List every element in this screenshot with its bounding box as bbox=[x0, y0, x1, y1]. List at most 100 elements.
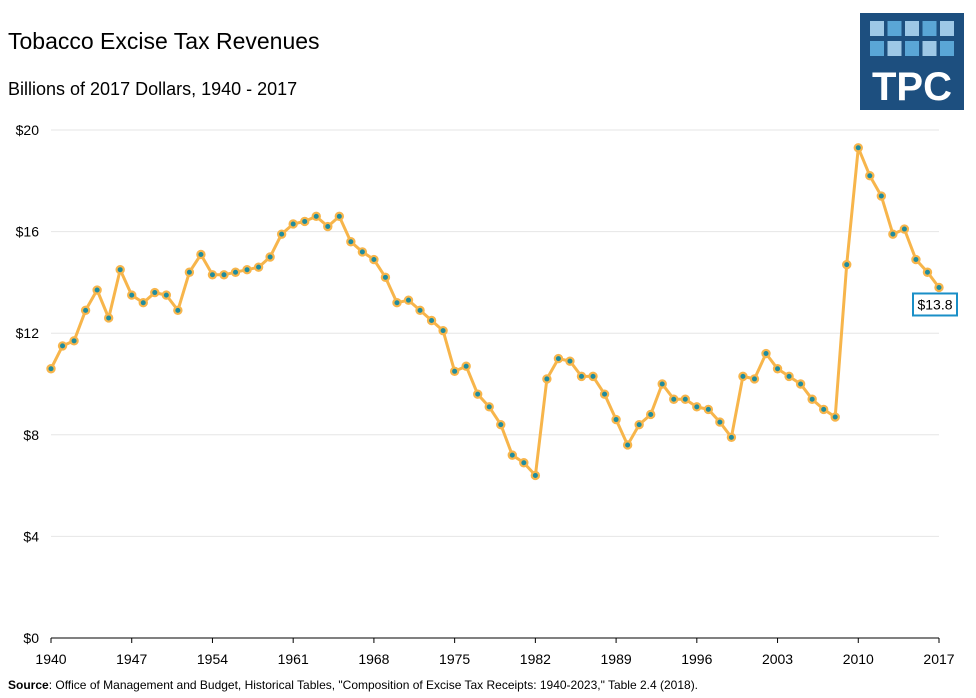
data-point bbox=[599, 389, 610, 399]
x-tick-label: 1947 bbox=[116, 651, 147, 667]
data-point bbox=[784, 371, 794, 382]
data-point bbox=[276, 229, 287, 239]
data-point bbox=[761, 348, 771, 359]
end-value-label-text: $13.8 bbox=[917, 296, 952, 312]
data-point bbox=[242, 265, 252, 275]
logo-tile bbox=[905, 41, 919, 56]
data-point bbox=[461, 361, 471, 371]
gridlines bbox=[51, 129, 939, 537]
data-point bbox=[726, 432, 737, 443]
data-point bbox=[830, 412, 840, 422]
x-tick-label: 1975 bbox=[439, 651, 470, 667]
x-tick-label: 2017 bbox=[923, 651, 954, 667]
logo-tile bbox=[887, 21, 902, 36]
data-point bbox=[934, 282, 944, 293]
data-point bbox=[288, 219, 298, 229]
y-tick-label: $8 bbox=[23, 427, 39, 443]
data-point bbox=[865, 171, 875, 181]
y-tick-label: $4 bbox=[23, 528, 39, 544]
data-point bbox=[69, 336, 79, 346]
data-point bbox=[795, 379, 806, 389]
data-point bbox=[196, 249, 206, 260]
chart-title: Tobacco Excise Tax Revenues bbox=[8, 28, 320, 54]
x-tick-label: 1940 bbox=[35, 651, 66, 667]
y-tick-label: $12 bbox=[16, 325, 40, 341]
data-point bbox=[565, 356, 575, 366]
x-tick-label: 1961 bbox=[278, 651, 309, 667]
data-point bbox=[853, 143, 863, 153]
logo-tile bbox=[870, 21, 884, 36]
data-point bbox=[772, 364, 783, 374]
data-point bbox=[622, 440, 633, 450]
data-point bbox=[496, 419, 506, 430]
data-point bbox=[92, 285, 102, 295]
data-point bbox=[346, 237, 356, 247]
logo-tile-grid bbox=[870, 21, 954, 56]
data-point bbox=[899, 224, 910, 234]
data-point bbox=[473, 389, 483, 399]
series-tobacco-revenue bbox=[46, 143, 944, 481]
logo-tile bbox=[940, 21, 954, 36]
data-point bbox=[842, 259, 852, 270]
data-point bbox=[818, 404, 829, 415]
data-point bbox=[588, 371, 598, 382]
data-point bbox=[265, 252, 275, 262]
x-tick-label: 2010 bbox=[843, 651, 874, 667]
data-point bbox=[57, 341, 68, 351]
x-axis: 1940 1947 1954 1961 1968 1975 1982 1989 1996 2003… bbox=[35, 637, 955, 667]
x-tick-label: 1954 bbox=[197, 651, 228, 667]
data-point bbox=[300, 216, 310, 227]
data-point bbox=[334, 211, 345, 222]
logo-tile bbox=[922, 21, 937, 36]
tpc-logo-graphic: TPC bbox=[870, 21, 954, 109]
chart-subtitle: Billions of 2017 Dollars, 1940 - 2017 bbox=[8, 79, 298, 99]
data-point bbox=[611, 414, 621, 425]
data-point bbox=[507, 450, 517, 460]
logo-tile bbox=[922, 41, 937, 56]
data-point bbox=[553, 353, 564, 364]
data-point bbox=[127, 290, 137, 300]
data-point bbox=[692, 402, 702, 412]
data-point bbox=[922, 267, 933, 277]
data-point bbox=[184, 267, 195, 277]
source-text: : Office of Management and Budget, Histo… bbox=[48, 678, 699, 692]
data-point bbox=[680, 394, 690, 404]
x-tick-label: 1996 bbox=[681, 651, 712, 667]
x-tick-label: 1982 bbox=[520, 651, 551, 667]
data-point bbox=[888, 229, 898, 239]
data-point bbox=[703, 404, 714, 415]
data-point bbox=[46, 364, 56, 374]
data-point bbox=[392, 298, 402, 308]
data-point bbox=[207, 270, 218, 280]
data-point bbox=[380, 272, 391, 283]
data-point bbox=[911, 254, 921, 265]
data-point bbox=[876, 191, 887, 201]
data-point bbox=[634, 419, 644, 430]
data-point bbox=[542, 374, 552, 384]
data-point bbox=[161, 290, 172, 300]
data-point bbox=[173, 305, 183, 316]
data-point bbox=[415, 305, 425, 316]
data-point bbox=[749, 374, 760, 384]
y-tick-label: $20 bbox=[16, 122, 40, 138]
y-tick-label: $0 bbox=[23, 630, 39, 646]
data-point bbox=[438, 325, 448, 336]
data-point bbox=[715, 417, 725, 427]
data-point bbox=[219, 270, 229, 280]
data-point bbox=[530, 470, 541, 481]
end-value-label-box bbox=[912, 292, 958, 317]
data-point bbox=[426, 315, 437, 326]
data-point bbox=[323, 221, 333, 232]
tpc-logo: TPC bbox=[860, 13, 964, 110]
logo-tile bbox=[905, 21, 919, 36]
data-point bbox=[357, 247, 368, 257]
x-tick-label: 1989 bbox=[601, 651, 632, 667]
x-tick-label: 1968 bbox=[358, 651, 389, 667]
data-point bbox=[369, 254, 379, 265]
data-point bbox=[115, 265, 125, 275]
data-point bbox=[807, 394, 817, 404]
data-point bbox=[645, 409, 656, 420]
source-label: Source bbox=[8, 678, 49, 692]
end-value-label: $13.8 bbox=[912, 292, 958, 317]
data-point bbox=[80, 305, 91, 316]
